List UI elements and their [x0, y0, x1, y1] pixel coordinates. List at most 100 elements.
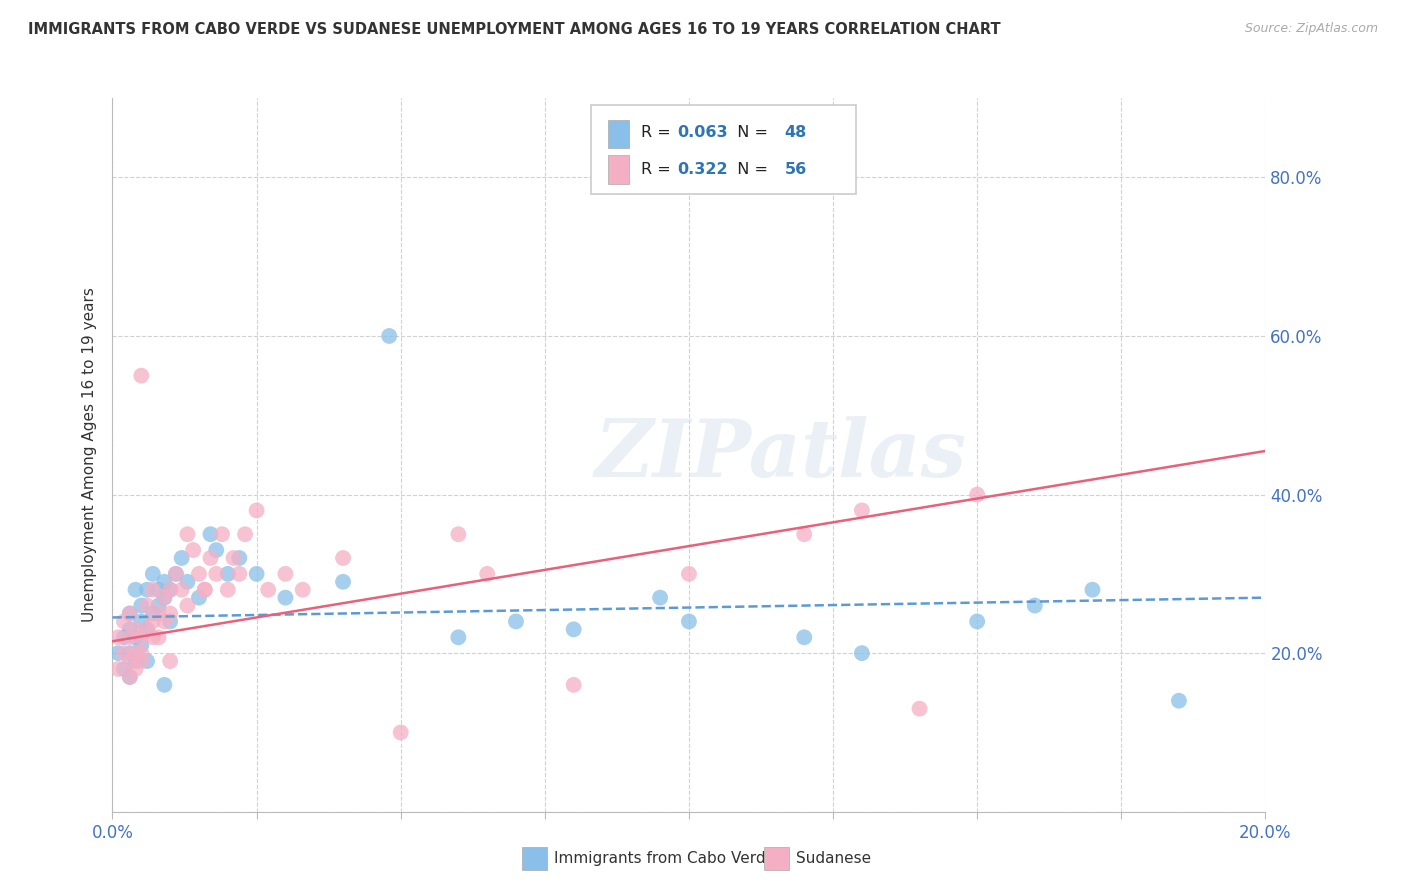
Point: [908, 701, 931, 715]
Point: [447, 630, 470, 644]
Point: [148, 607, 170, 621]
Point: [153, 591, 176, 605]
Point: [648, 591, 672, 605]
Point: [217, 582, 239, 597]
Point: [165, 566, 187, 581]
Point: [200, 527, 222, 541]
Point: [129, 368, 153, 383]
Point: [678, 615, 700, 629]
Point: [257, 582, 280, 597]
Point: [211, 527, 233, 541]
Point: [107, 662, 129, 676]
Point: [159, 654, 181, 668]
Point: [205, 566, 228, 581]
Point: [245, 566, 267, 581]
Point: [332, 551, 354, 566]
Point: [562, 678, 585, 692]
Text: 0.322: 0.322: [678, 162, 728, 177]
Point: [159, 615, 181, 629]
Text: Immigrants from Cabo Verde: Immigrants from Cabo Verde: [554, 851, 775, 866]
Point: [188, 591, 211, 605]
Point: [148, 599, 170, 613]
Point: [118, 646, 141, 660]
Point: [142, 607, 165, 621]
Point: [851, 646, 873, 660]
Point: [170, 551, 193, 566]
Point: [176, 527, 198, 541]
Point: [118, 607, 141, 621]
Point: [124, 662, 146, 676]
Point: [153, 591, 176, 605]
Point: [142, 566, 165, 581]
Point: [107, 630, 129, 644]
Text: R =: R =: [641, 162, 675, 177]
Point: [118, 654, 141, 668]
Point: [447, 527, 470, 541]
Point: [181, 543, 204, 558]
Bar: [522, 847, 547, 871]
Point: [107, 646, 129, 660]
Point: [148, 630, 170, 644]
Y-axis label: Unemployment Among Ages 16 to 19 years: Unemployment Among Ages 16 to 19 years: [82, 287, 97, 623]
Point: [124, 646, 146, 660]
Point: [142, 582, 165, 597]
Point: [505, 615, 527, 629]
Point: [129, 615, 153, 629]
Point: [153, 615, 176, 629]
Point: [793, 527, 815, 541]
Point: [129, 630, 153, 644]
Point: [217, 566, 239, 581]
Point: [176, 599, 198, 613]
Point: [966, 615, 988, 629]
Text: R =: R =: [641, 125, 675, 140]
Point: [378, 329, 401, 343]
Point: [142, 615, 165, 629]
Point: [153, 678, 176, 692]
Point: [194, 582, 217, 597]
Point: [124, 630, 146, 644]
Point: [165, 566, 187, 581]
Point: [245, 503, 267, 517]
Point: [1081, 582, 1104, 597]
Point: [176, 574, 198, 589]
Point: [118, 630, 141, 644]
Point: [170, 582, 193, 597]
Point: [129, 599, 153, 613]
Point: [118, 623, 141, 637]
Point: [118, 607, 141, 621]
Point: [194, 582, 217, 597]
Bar: [609, 155, 628, 184]
Point: [233, 527, 256, 541]
Point: [136, 623, 159, 637]
Point: [1167, 694, 1189, 708]
Point: [1024, 599, 1046, 613]
Text: 0.063: 0.063: [678, 125, 728, 140]
Point: [389, 725, 412, 739]
Point: [112, 630, 135, 644]
Point: [222, 551, 245, 566]
Text: 56: 56: [785, 162, 807, 177]
Point: [136, 599, 159, 613]
Point: [136, 582, 159, 597]
Text: N =: N =: [727, 162, 773, 177]
Bar: [609, 120, 628, 148]
Point: [142, 630, 165, 644]
Point: [129, 638, 153, 652]
Point: [274, 591, 297, 605]
Point: [124, 582, 146, 597]
Point: [112, 662, 135, 676]
Point: [159, 582, 181, 597]
Text: ZIPatlas: ZIPatlas: [595, 417, 967, 493]
Point: [228, 551, 250, 566]
Point: [562, 623, 585, 637]
Point: [205, 543, 228, 558]
Text: 48: 48: [785, 125, 807, 140]
Point: [228, 566, 250, 581]
Text: Sudanese: Sudanese: [796, 851, 872, 866]
Point: [153, 574, 176, 589]
Point: [159, 607, 181, 621]
Point: [136, 623, 159, 637]
Point: [112, 615, 135, 629]
Point: [118, 670, 141, 684]
Point: [475, 566, 498, 581]
